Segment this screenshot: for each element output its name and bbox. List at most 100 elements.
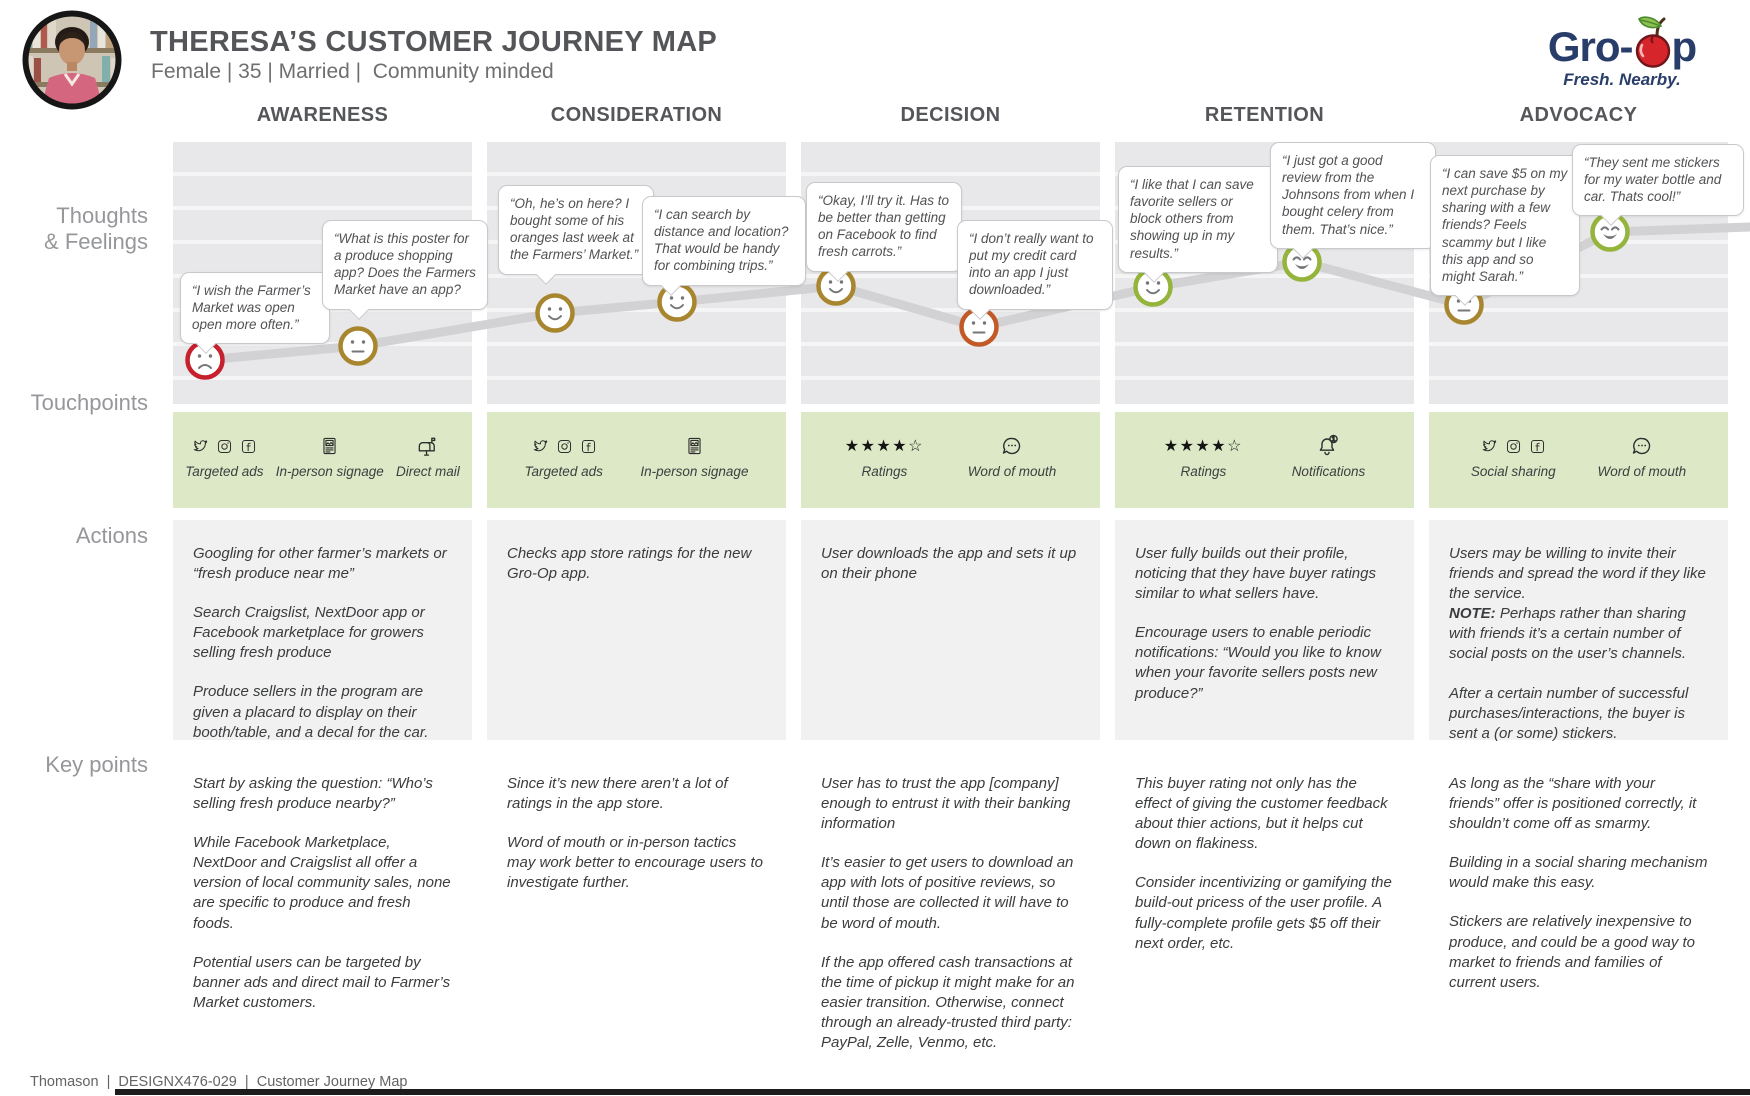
key-point-paragraph: Consider incentivizing or gamifying the …	[1135, 874, 1392, 952]
thought-bubble: “I like that I can save favorite sellers…	[1118, 166, 1278, 283]
facebook-icon	[1531, 439, 1545, 453]
action-paragraph: Googling for other farmer’s markets or “…	[193, 545, 447, 583]
row-label-thoughts-feelings: Thoughts & Feelings	[44, 203, 148, 255]
twitter-icon	[533, 440, 547, 452]
signage-icon	[323, 437, 336, 455]
key-point-paragraph: As long as the “share with your friends”…	[1449, 775, 1697, 833]
thought-bubble: “What is this poster for a produce shopp…	[322, 220, 488, 320]
apple-logo-icon	[1635, 16, 1670, 68]
touchpoint-label: Ratings	[861, 464, 908, 479]
action-paragraph: After a certain number of successful pur…	[1449, 684, 1689, 742]
touchpoint-ratings: ★★★★☆ Ratings	[1164, 433, 1243, 480]
touchpoint-label: Word of mouth	[1597, 464, 1687, 479]
key-point-paragraph: Potential users can be targeted by banne…	[193, 953, 451, 1011]
stage-header-decision: DECISION	[900, 104, 1001, 126]
thought-quote: “Okay, I’ll try it. Has to be better tha…	[818, 193, 950, 260]
key-point-paragraph: This buyer rating not only has the effec…	[1135, 775, 1388, 853]
thought-quote: “I don’t really want to put my credit ca…	[969, 231, 1094, 298]
touchpoint-in-person-signage: In-person signage	[640, 433, 748, 480]
instagram-icon	[557, 439, 571, 453]
notification-badge: 1	[1332, 436, 1336, 443]
key-point-paragraph: Start by asking the question: “Who’s sel…	[193, 775, 433, 813]
stage-header-advocacy: ADVOCACY	[1519, 104, 1638, 126]
actions-retention: User fully builds out their profile, not…	[1115, 520, 1414, 740]
touchpoint-social-sharing: Social sharing	[1471, 433, 1556, 480]
persona-avatar	[22, 10, 122, 110]
thought-quote: “I wish the Farmer’s Market was open ope…	[192, 283, 311, 333]
action-paragraph: User fully builds out their profile, not…	[1135, 545, 1376, 603]
star-rating-icon: ★★★★☆	[844, 438, 924, 455]
stage-header-awareness: AWARENESS	[256, 104, 389, 126]
actions-decision: User downloads the app and sets it up on…	[801, 520, 1100, 740]
key-point-paragraph: Building in a social sharing mechanism w…	[1449, 854, 1708, 892]
touchpoint-direct-mail: Direct mail	[396, 433, 460, 480]
facebook-icon	[581, 439, 595, 453]
touchpoint-label: In-person signage	[275, 464, 384, 479]
touchpoint-label: Notifications	[1291, 464, 1366, 479]
thought-bubble: “I wish the Farmer’s Market was open ope…	[180, 272, 330, 355]
key-point-paragraph: User has to trust the app [company] enou…	[821, 775, 1071, 833]
touchpoint-notifications: 1 Notifications	[1291, 433, 1366, 480]
thought-quote: “They sent me stickers for my water bott…	[1584, 155, 1722, 205]
chat-bubble-icon	[1632, 437, 1651, 455]
page-title: THERESA’S CUSTOMER JOURNEY MAP	[150, 26, 718, 58]
row-label-key-points: Key points	[45, 752, 148, 777]
thought-quote: “I can save $5 on my next purchase by sh…	[1442, 166, 1568, 284]
actions-advocacy: Users may be willing to invite their fri…	[1429, 520, 1728, 742]
brand-tagline: Fresh. Nearby.	[1563, 70, 1681, 89]
instagram-icon	[1507, 439, 1521, 453]
thought-bubble: “Oh, he’s on here? I bought some of his …	[498, 185, 654, 285]
touchpoint-label: Ratings	[1180, 464, 1227, 479]
thought-bubble: “I can search by distance and location? …	[642, 196, 806, 296]
bottom-edge-bar	[115, 1089, 1750, 1095]
touchpoint-label: Social sharing	[1470, 464, 1556, 479]
key-points-advocacy: As long as the “share with your friends”…	[1429, 774, 1728, 1012]
action-paragraph: NOTE: Perhaps rather than sharing with f…	[1449, 604, 1708, 664]
thought-bubble: “Okay, I’ll try it. Has to be better tha…	[806, 182, 962, 282]
touchpoint-label: Targeted ads	[185, 464, 264, 479]
thought-quote: “What is this poster for a produce shopp…	[334, 231, 476, 298]
instagram-icon	[218, 439, 232, 453]
signage-icon	[688, 437, 701, 455]
thought-quote: “Oh, he’s on here? I bought some of his …	[510, 196, 639, 263]
actions-awareness: Googling for other farmer’s markets or “…	[173, 520, 472, 741]
twitter-icon	[1483, 440, 1497, 452]
action-paragraph: Checks app store ratings for the new Gro…	[507, 545, 752, 583]
key-point-paragraph: If the app offered cash transactions at …	[821, 953, 1075, 1052]
twitter-icon	[194, 440, 208, 452]
persona-details: Female | 35 | Married | Community minded	[151, 60, 554, 83]
touchpoint-label: In-person signage	[640, 464, 749, 479]
mood-smile-icon	[533, 291, 577, 335]
chat-bubble-icon	[1002, 437, 1021, 455]
thought-bubble: “I can save $5 on my next purchase by sh…	[1430, 155, 1580, 306]
touchpoint-word-of-mouth: Word of mouth	[1597, 433, 1687, 480]
thought-quote: “I just got a good review from the Johns…	[1282, 153, 1415, 237]
facebook-icon	[242, 439, 256, 453]
actions-consideration: Checks app store ratings for the new Gro…	[487, 520, 786, 740]
touchpoint-targeted-ads: Targeted ads	[185, 433, 264, 480]
note-text: Perhaps rather than sharing with friends…	[1449, 605, 1687, 663]
brand-logo: Gro- p Fresh. Nearby.	[1512, 10, 1732, 90]
thought-quote: “I can search by distance and location? …	[654, 207, 789, 274]
touchpoint-label: Word of mouth	[967, 464, 1057, 479]
key-point-paragraph: Stickers are relatively inexpensive to p…	[1449, 913, 1696, 991]
action-paragraph: User downloads the app and sets it up on…	[821, 545, 1077, 583]
key-points-retention: This buyer rating not only has the effec…	[1115, 774, 1414, 973]
note-label: NOTE:	[1449, 605, 1496, 623]
key-points-awareness: Start by asking the question: “Who’s sel…	[173, 774, 472, 1032]
touchpoints-decision: ★★★★☆ Ratings Word of mouth	[801, 412, 1100, 508]
action-paragraph: Encourage users to enable periodic notif…	[1135, 624, 1381, 702]
key-points-consideration: Since it’s new there aren’t a lot of rat…	[487, 774, 786, 912]
key-points-decision: User has to trust the app [company] enou…	[801, 774, 1100, 1072]
key-point-paragraph: It’s easier to get users to download an …	[821, 854, 1074, 932]
touchpoint-label: Targeted ads	[524, 464, 603, 479]
notification-bell-icon: 1	[1320, 434, 1339, 456]
mood-neutral-icon	[336, 324, 380, 368]
star-rating-icon: ★★★★☆	[1163, 438, 1243, 455]
stage-header-retention: RETENTION	[1204, 104, 1325, 126]
key-point-paragraph: While Facebook Marketplace, NextDoor and…	[193, 834, 451, 932]
row-label-touchpoints: Touchpoints	[30, 390, 148, 415]
thought-bubble: “They sent me stickers for my water bott…	[1572, 144, 1744, 227]
key-point-paragraph: Since it’s new there aren’t a lot of rat…	[507, 775, 728, 813]
